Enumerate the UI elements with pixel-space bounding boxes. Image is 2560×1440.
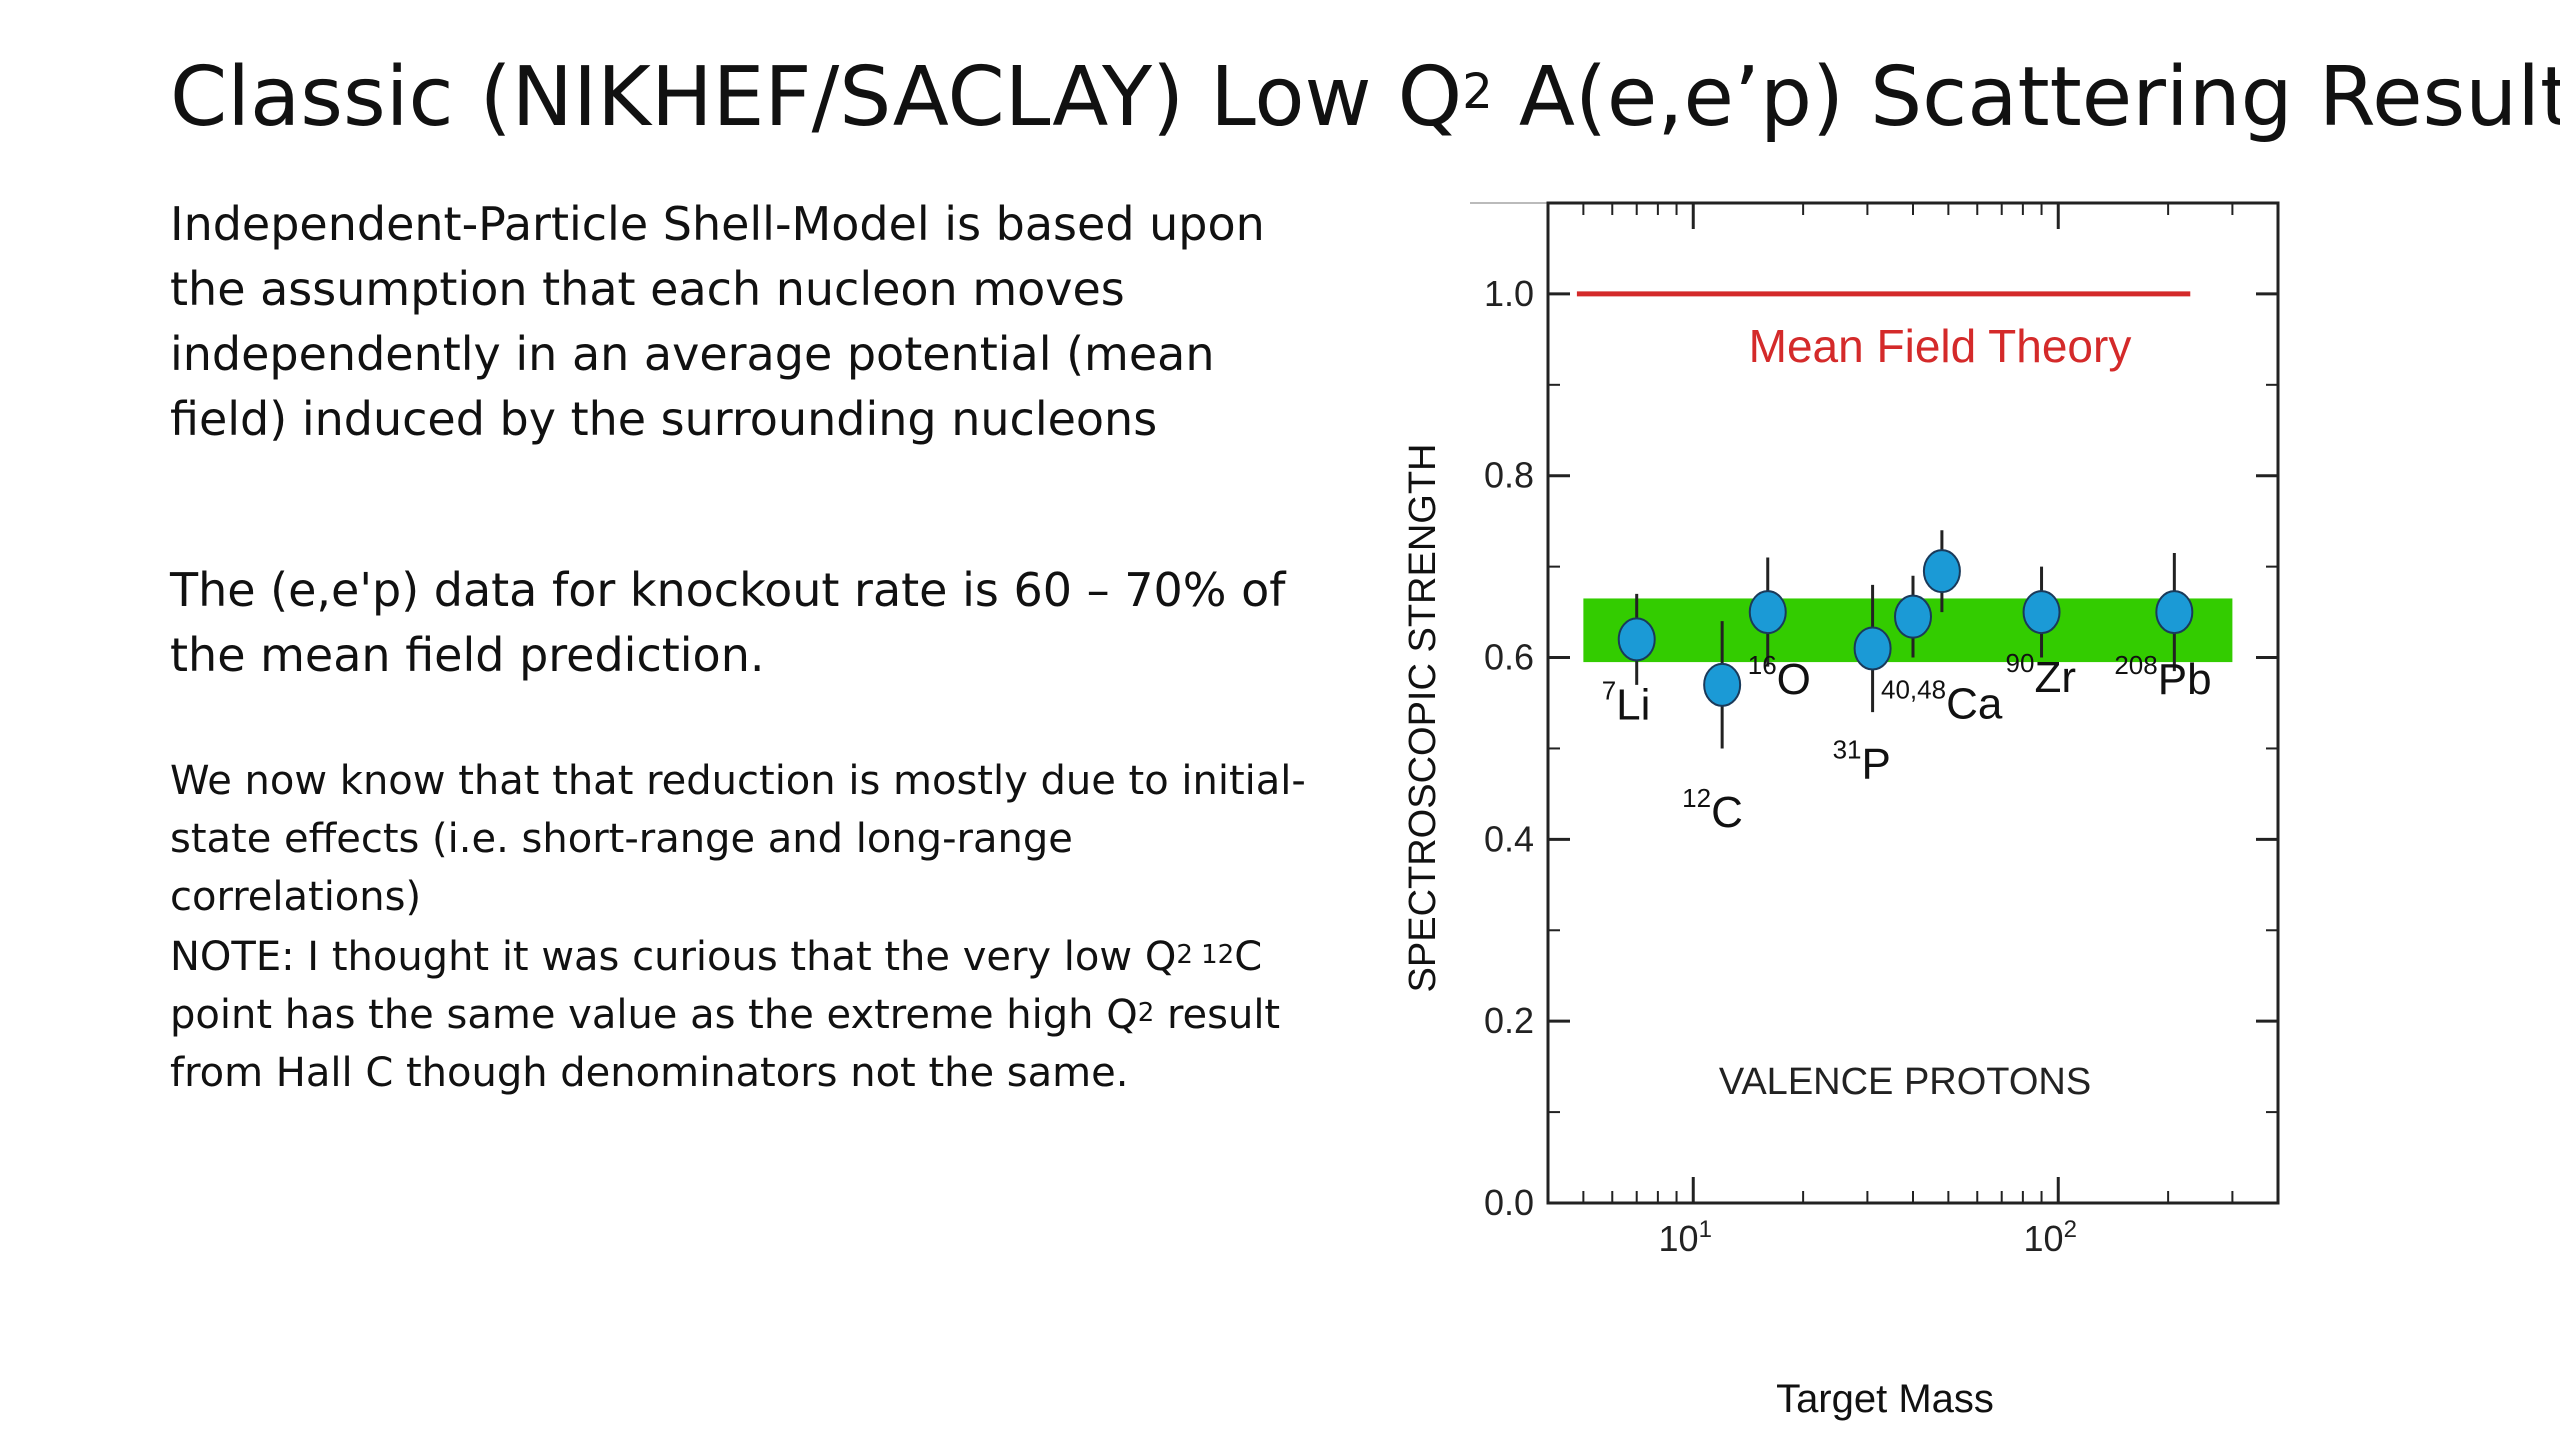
spectroscopic-strength-figure: 0.0 0.2 0.4 0.6 0.8 1.0 101 102 7Li 12C 16O 31P 40,… (1390, 195, 2320, 1440)
mean-field-label: Mean Field Theory (1749, 320, 2132, 372)
data-point (1703, 662, 1742, 707)
y-tick-label: 1.0 (1484, 273, 1534, 314)
y-tick-label: 0.6 (1484, 637, 1534, 678)
note-text-c: result from Hall C though denominators n… (170, 992, 1281, 1096)
y-tick-label: 0.0 (1484, 1182, 1534, 1223)
y-tick-label: 0.2 (1484, 1000, 1534, 1041)
spectroscopic-strength-chart: 0.0 0.2 0.4 0.6 0.8 1.0 101 102 7Li 12C 16O 31P40,… (1402, 201, 2280, 1421)
data-point (1894, 594, 1932, 639)
data-point (1922, 549, 1961, 594)
note-text-a: NOTE: I thought it was curious that the … (170, 934, 1177, 980)
data-point (2022, 590, 2061, 635)
isotope-label: 208Pb (2114, 650, 2211, 704)
shell-model-paragraph: Independent-Particle Shell-Model is base… (170, 197, 1265, 446)
title-superscript: 2 (1462, 64, 1493, 120)
note-paragraph: NOTE: I thought it was curious that the … (170, 928, 1330, 1102)
slide-title: Classic (NIKHEF/SACLAY) Low Q2 A(e,e’p) … (170, 38, 2560, 158)
reduction-paragraph: We now know that that reduction is mostl… (170, 758, 1306, 920)
note-text-b: C point has the same value as the extrem… (170, 934, 1263, 1038)
isotope-label: 16O (1748, 650, 1811, 704)
data-point (2155, 590, 2194, 635)
note-sup-1: 2 (1176, 940, 1193, 970)
note-sup-3: 2 (1137, 998, 1155, 1028)
data-point (1617, 617, 1656, 662)
valence-protons-annotation: VALENCE PROTONS (1719, 1061, 2091, 1103)
note-sup-2: 12 (1192, 940, 1235, 970)
isotope-label: 90Zr (2006, 648, 2076, 702)
x-axis-label: Target Mass (1776, 1377, 1994, 1421)
isotope-label: 40,48Ca (1881, 675, 2003, 729)
y-tick-label: 0.4 (1484, 818, 1534, 859)
data-points-layer (1617, 530, 2194, 749)
x-tick-label: 101 (1659, 1216, 1712, 1259)
isotope-label: 7Li (1602, 675, 1651, 729)
axis-ticks: 0.0 0.2 0.4 0.6 0.8 1.0 101 102 (1484, 202, 2279, 1259)
isotope-label: 12C (1682, 783, 1743, 837)
title-main: Classic (NIKHEF/SACLAY) Low Q (170, 50, 1463, 145)
knockout-rate-paragraph: The (e,e'p) data for knockout rate is 60… (170, 563, 1286, 682)
isotope-label: 31P (1833, 734, 1891, 788)
y-axis-label: SPECTROSCOPIC STRENGTH (1402, 444, 1444, 993)
title-rest: A(e,e’p) Scattering Results (1492, 50, 2560, 145)
y-tick-label: 0.8 (1484, 455, 1534, 496)
data-point (1853, 626, 1892, 671)
data-point (1748, 590, 1787, 635)
x-tick-label: 102 (2024, 1216, 2077, 1259)
plot-frame (1546, 201, 2280, 1205)
